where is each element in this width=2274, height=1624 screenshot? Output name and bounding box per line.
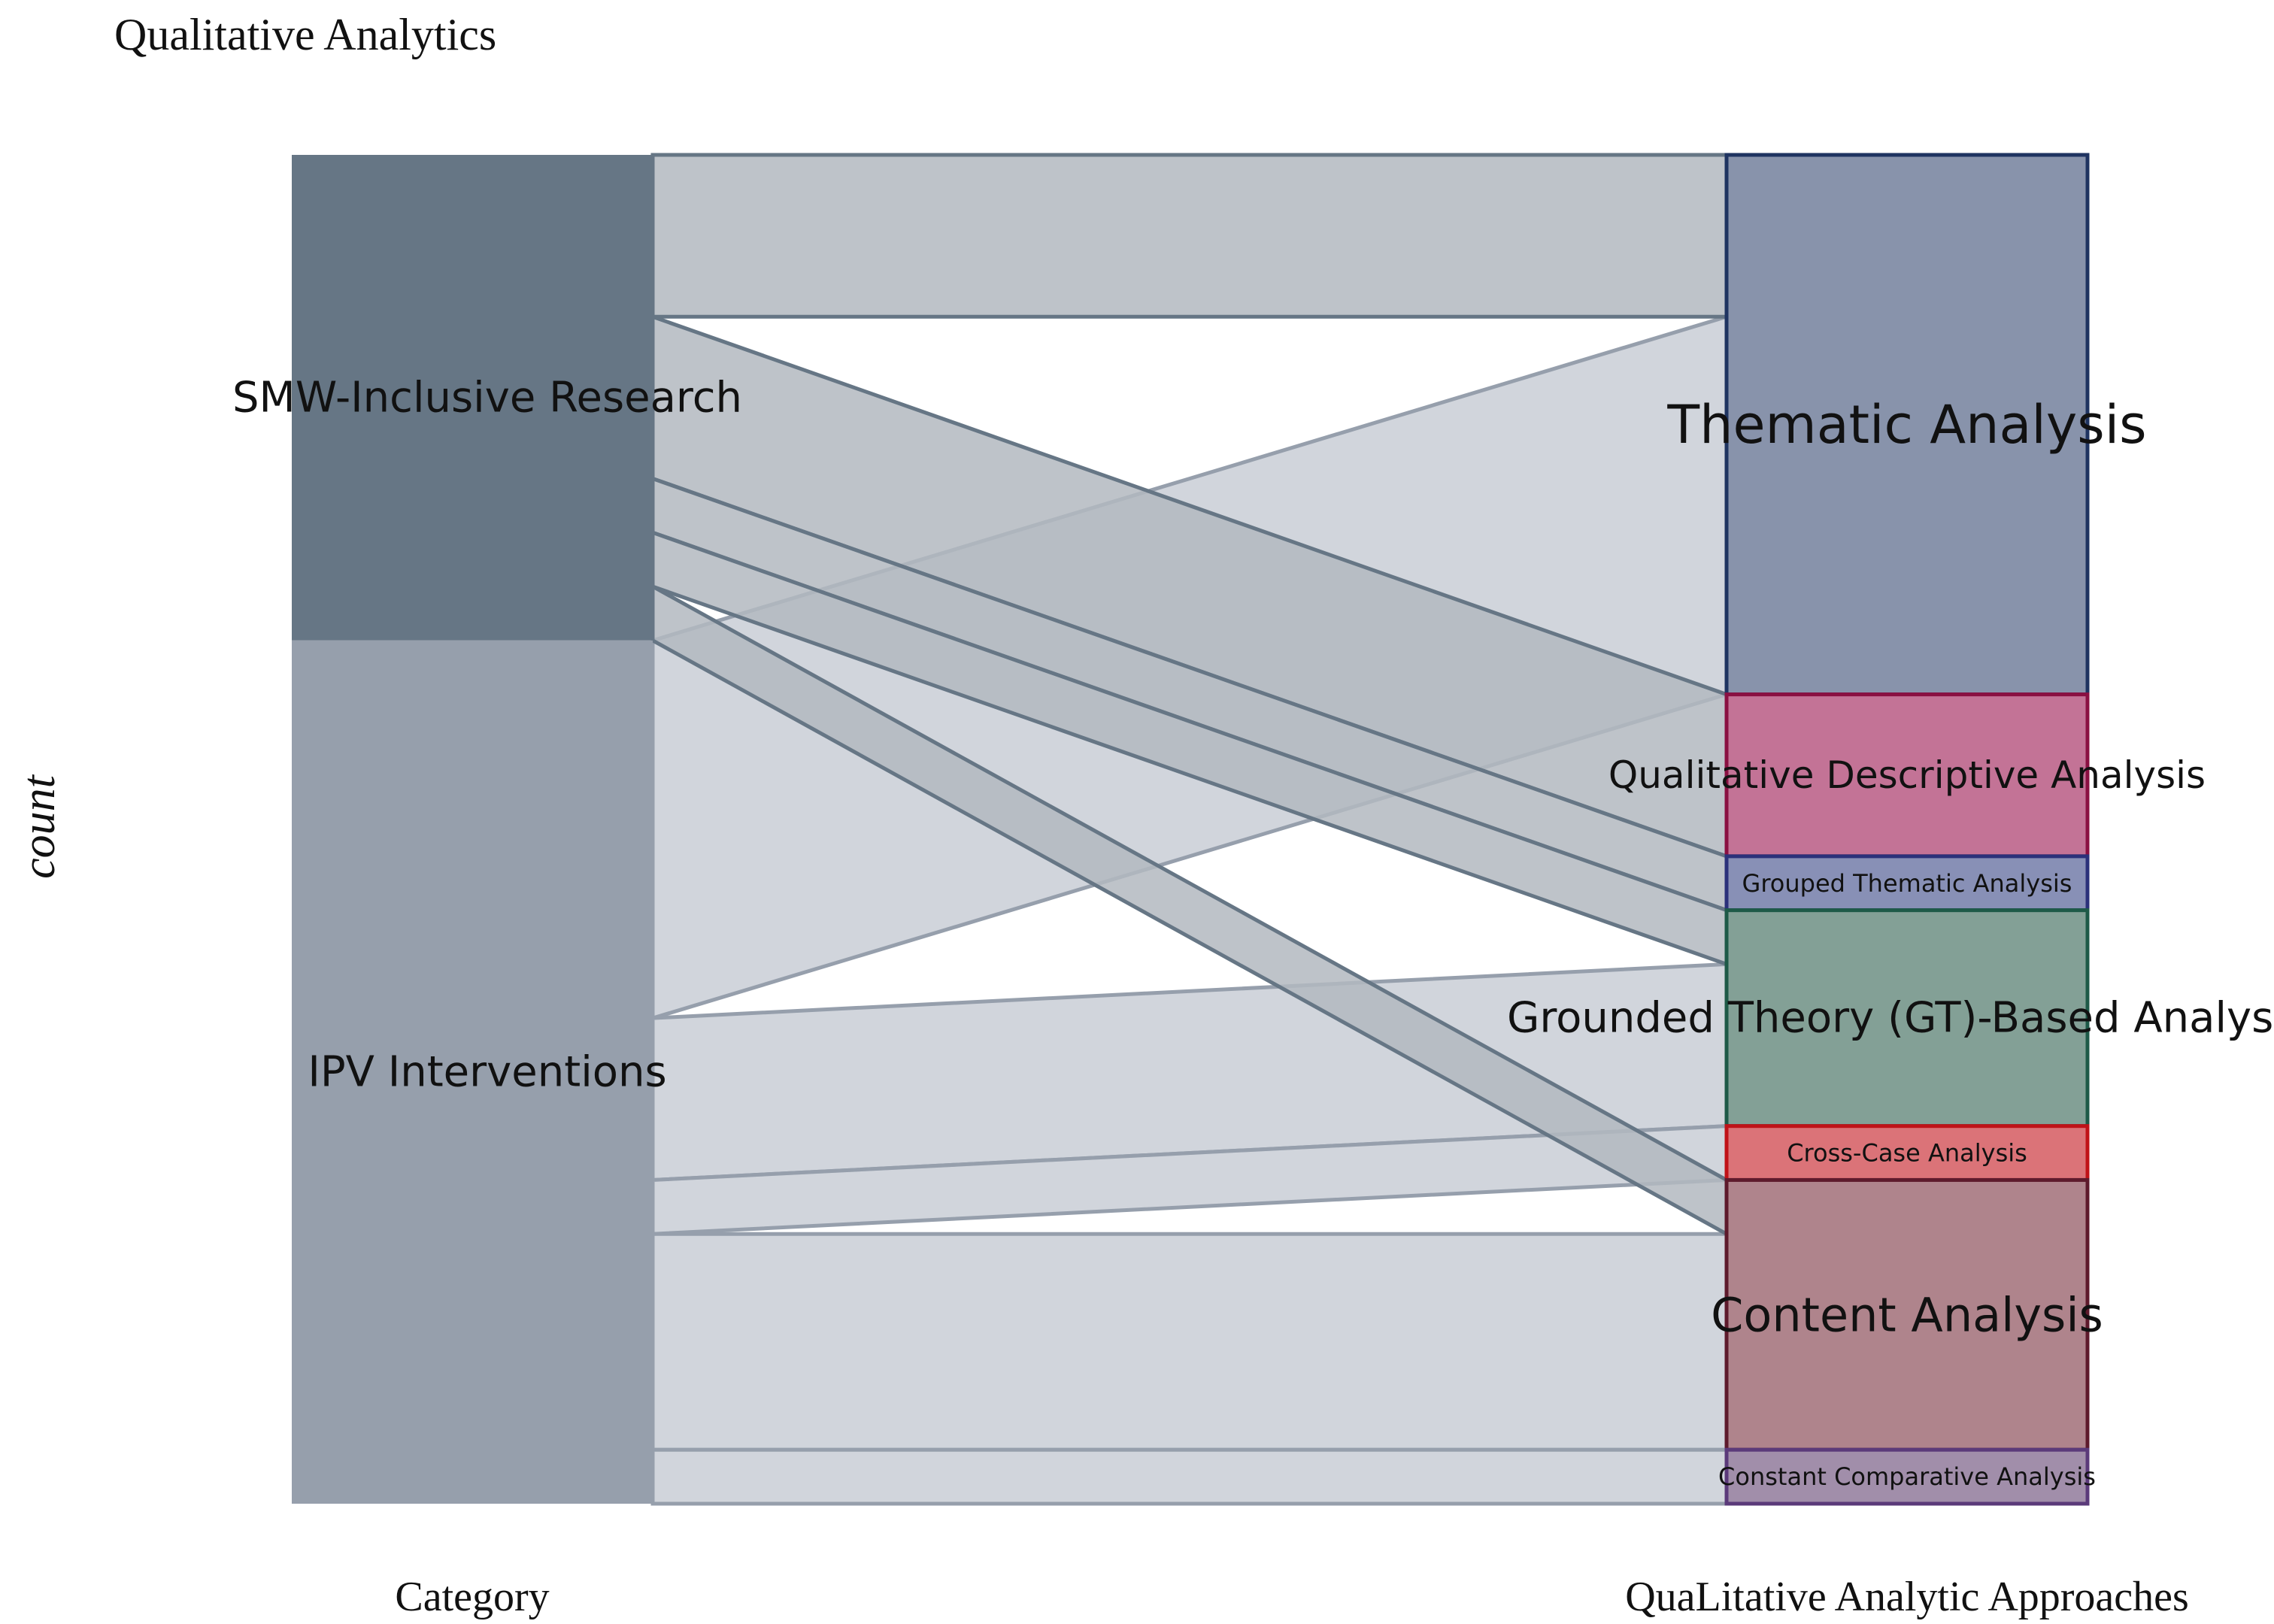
left-nodes-layer: [292, 155, 653, 1504]
label-smw-inclusive-research: SMW-Inclusive Research: [232, 373, 742, 422]
label-cross-case-analysis: Cross-Case Analysis: [1787, 1139, 2027, 1168]
label-grounded-theory-gt-based-analysis: Grounded Theory (GT)-Based Analysis: [1507, 994, 2274, 1043]
label-thematic-analysis: Thematic Analysis: [1666, 394, 2146, 456]
y-axis-label: count: [14, 774, 65, 879]
flow-ipv-interventions-to-constant-comparative-analysis: [650, 1447, 1729, 1506]
right-nodes-layer: [1724, 153, 2090, 1506]
node-qualitative-descriptive-analysis: [1724, 692, 2090, 859]
chart-title: Qualitative Analytics: [114, 10, 496, 59]
node-thematic-analysis: [1724, 153, 2090, 697]
flows-layer: [650, 153, 1729, 1506]
axis-label-category: Category: [395, 1574, 549, 1620]
label-ipv-interventions: IPV Interventions: [308, 1047, 666, 1096]
node-content-analysis: [1724, 1177, 2090, 1452]
node-cross-case-analysis: [1724, 1124, 2090, 1182]
label-qualitative-descriptive-analysis: Qualitative Descriptive Analysis: [1608, 753, 2206, 797]
flow-ipv-interventions-to-content-analysis: [650, 1232, 1729, 1452]
node-ipv-interventions: [292, 640, 653, 1504]
label-constant-comparative-analysis: Constant Comparative Analysis: [1718, 1462, 2096, 1491]
axis-label-approaches: QuaLitative Analytic Approaches: [1625, 1574, 2189, 1620]
node-smw-inclusive-research: [292, 155, 653, 641]
label-content-analysis: Content Analysis: [1711, 1287, 2103, 1342]
labels-layer: SMW-Inclusive Research IPV Interventions T…: [232, 373, 2274, 1491]
label-grouped-thematic-analysis: Grouped Thematic Analysis: [1742, 869, 2072, 898]
node-constant-comparative-analysis: [1724, 1447, 2090, 1506]
flow-smw-inclusive-research-to-thematic-analysis: [650, 153, 1729, 319]
